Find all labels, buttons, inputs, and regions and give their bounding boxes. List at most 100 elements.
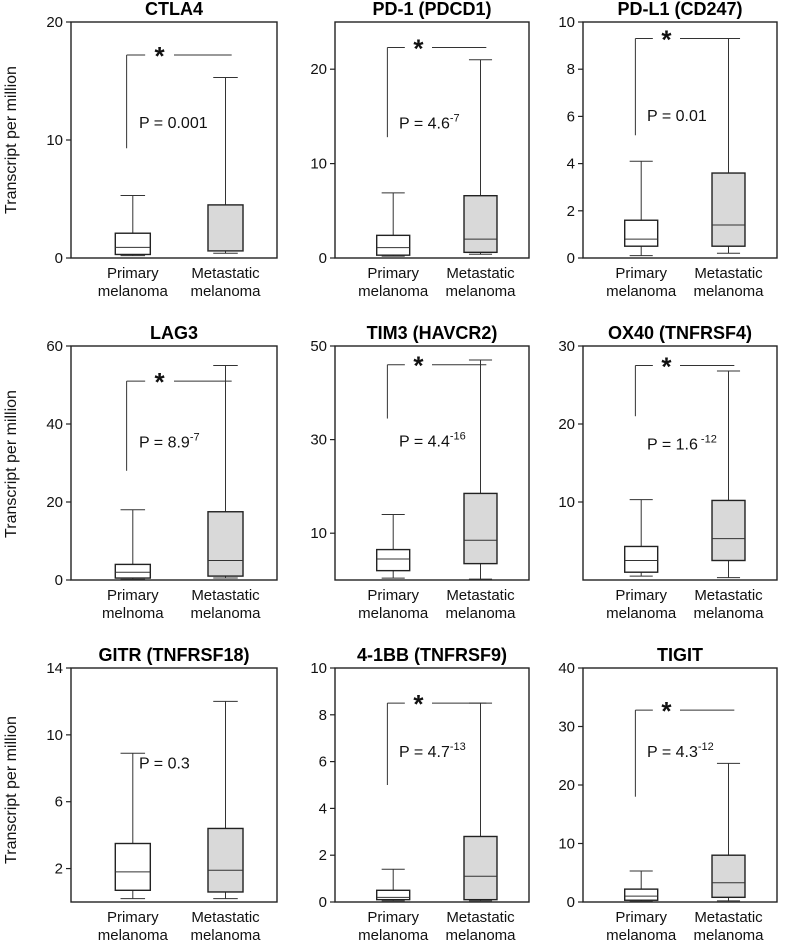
significance-star: * — [661, 352, 672, 382]
category-label: Metastatic — [191, 265, 260, 282]
chart-title: PD-L1 (CD247) — [617, 0, 742, 19]
chart-panel: TIM3 (HAVCR2)103050PrimarymelanomaMetast… — [310, 323, 530, 622]
plot-frame — [334, 345, 530, 581]
category-label: Primary — [615, 265, 667, 282]
category-label: Metastatic — [446, 587, 515, 604]
box — [114, 563, 152, 579]
y-tick-label: 20 — [310, 61, 327, 78]
plot-frame — [582, 345, 778, 581]
y-tick-label: 0 — [567, 250, 575, 267]
box — [376, 234, 411, 256]
chart-title: 4-1BB (TNFRSF9) — [357, 645, 507, 665]
p-value-label: P = 0.01 — [647, 108, 707, 125]
category-label: melanoma — [606, 927, 677, 944]
p-value-label: P = 4.4-16 — [399, 431, 466, 451]
y-tick-label: 6 — [567, 108, 575, 125]
category-label: Metastatic — [694, 587, 763, 604]
category-label: melanoma — [358, 605, 429, 622]
category-label: melanoma — [606, 283, 677, 300]
box — [624, 545, 659, 573]
significance-star: * — [413, 689, 424, 719]
p-value-label: P = 1.6 -12 — [647, 434, 717, 454]
p-value-base: P = 8.9 — [139, 434, 190, 451]
category-label: melanoma — [358, 927, 429, 944]
chart-title: TIM3 (HAVCR2) — [367, 323, 498, 343]
y-tick-label: 14 — [46, 660, 63, 677]
p-value-label: P = 4.7-13 — [399, 741, 466, 761]
p-value-exponent: -12 — [698, 741, 714, 753]
category-label: Metastatic — [446, 265, 515, 282]
y-tick-label: 20 — [558, 416, 575, 433]
p-value-label: P = 0.001 — [139, 115, 208, 132]
significance-star: * — [155, 367, 166, 397]
significance-star: * — [413, 33, 424, 63]
box — [376, 889, 411, 901]
y-tick-label: 0 — [319, 894, 327, 911]
category-label: melanoma — [445, 605, 516, 622]
y-tick-label: 10 — [46, 727, 63, 744]
category-label: Primary — [107, 265, 159, 282]
y-tick-label: 10 — [558, 494, 575, 511]
y-axis-label: Transcript per million — [3, 66, 20, 214]
chart-panel: OX40 (TNFRSF4)102030PrimarymelanomaMetas… — [558, 323, 778, 622]
p-value-exponent: -13 — [450, 741, 466, 753]
y-tick-label: 6 — [55, 794, 63, 811]
chart-panel: PD-L1 (CD247)0246810PrimarymelanomaMetas… — [558, 0, 778, 300]
box — [463, 492, 498, 565]
box — [624, 888, 659, 901]
plot-frame — [70, 21, 278, 259]
category-label: melanoma — [445, 927, 516, 944]
category-label: melanoma — [358, 283, 429, 300]
y-axis-label: Transcript per million — [3, 716, 20, 864]
category-label: Primary — [615, 909, 667, 926]
y-tick-label: 60 — [46, 338, 63, 355]
chart-panel: PD-1 (PDCD1)01020PrimarymelanomaMetastat… — [310, 0, 530, 300]
y-tick-label: 30 — [558, 719, 575, 736]
p-value-label: P = 4.6-7 — [399, 113, 460, 133]
y-tick-label: 10 — [310, 660, 327, 677]
category-label: melanoma — [190, 283, 261, 300]
box — [463, 194, 498, 254]
category-label: Primary — [615, 587, 667, 604]
category-label: Primary — [107, 587, 159, 604]
y-tick-label: 6 — [319, 754, 327, 771]
plot-frame — [334, 667, 530, 903]
significance-star: * — [413, 351, 424, 381]
category-label: Metastatic — [191, 587, 260, 604]
chart-panel: GITR (TNFRSF18)261014PrimarymelanomaMeta… — [46, 645, 278, 944]
plot-frame — [334, 21, 530, 259]
p-value-base: P = 4.6 — [399, 116, 450, 133]
plot-frame — [582, 21, 778, 259]
y-tick-label: 20 — [558, 777, 575, 794]
chart-title: PD-1 (PDCD1) — [372, 0, 491, 19]
y-tick-label: 30 — [310, 432, 327, 449]
significance-star: * — [661, 25, 672, 55]
y-tick-label: 0 — [567, 894, 575, 911]
significance-star: * — [155, 41, 166, 71]
category-label: melanoma — [98, 927, 169, 944]
p-value-base: P = 0.001 — [139, 115, 208, 132]
category-label: melanoma — [98, 283, 169, 300]
box — [114, 232, 152, 256]
p-value-label: P = 0.3 — [139, 755, 190, 772]
y-tick-label: 50 — [310, 338, 327, 355]
y-tick-label: 0 — [319, 250, 327, 267]
chart-panel: 4-1BB (TNFRSF9)0246810PrimarymelanomaMet… — [310, 645, 530, 944]
box — [376, 548, 411, 572]
y-tick-label: 2 — [55, 861, 63, 878]
y-tick-label: 0 — [55, 572, 63, 589]
box — [207, 511, 244, 577]
box — [207, 204, 244, 252]
p-value-base: P = 1.6 — [647, 437, 698, 454]
significance-star: * — [661, 696, 672, 726]
y-tick-label: 20 — [46, 494, 63, 511]
category-label: melanoma — [190, 927, 261, 944]
chart-title: CTLA4 — [145, 0, 203, 19]
category-label: Metastatic — [191, 909, 260, 926]
chart-title: GITR (TNFRSF18) — [99, 645, 250, 665]
box — [711, 854, 746, 899]
y-tick-label: 8 — [319, 707, 327, 724]
y-tick-label: 8 — [567, 61, 575, 78]
